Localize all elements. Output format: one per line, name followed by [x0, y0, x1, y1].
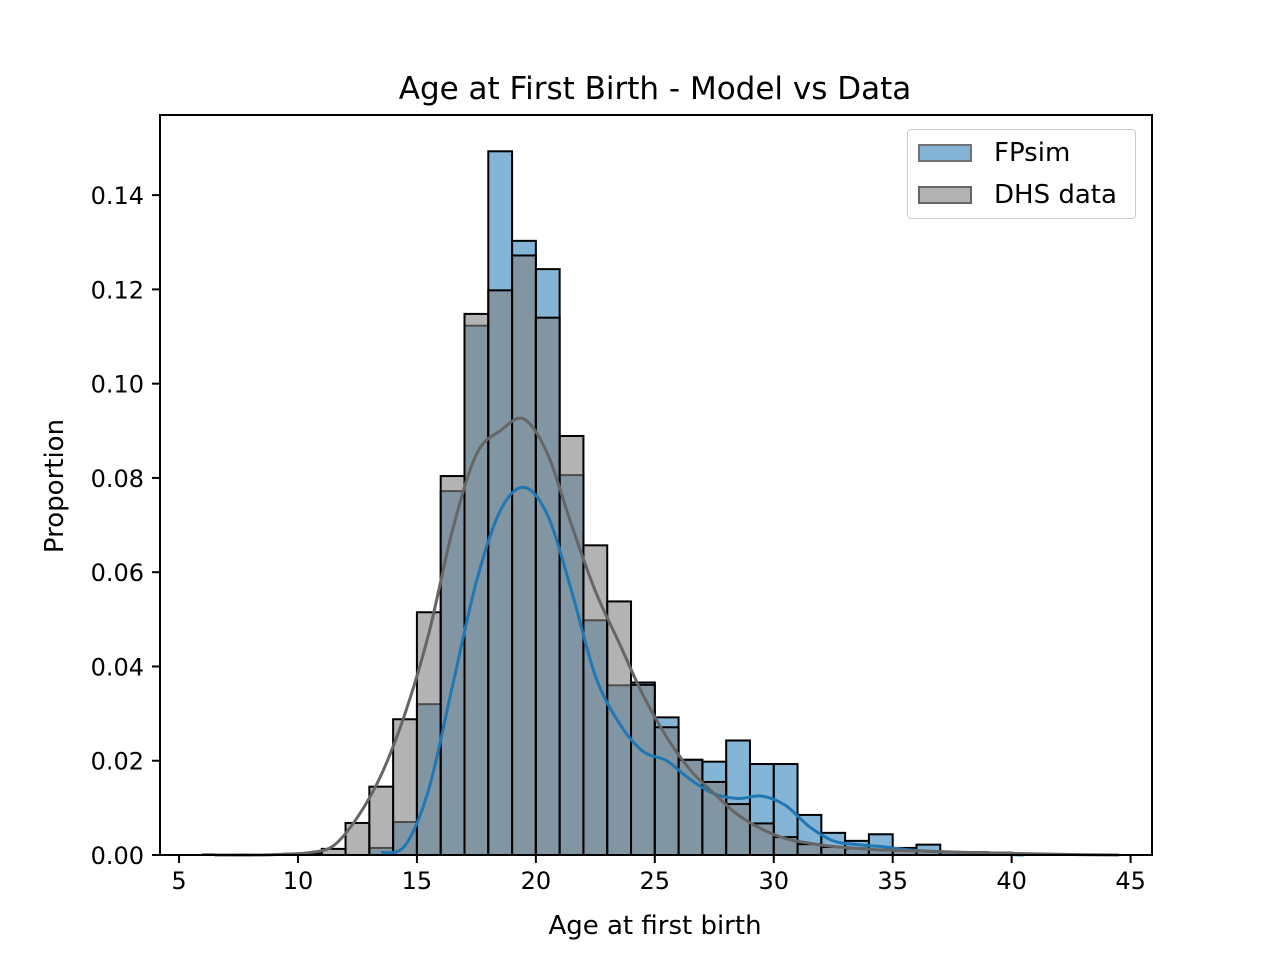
bars-layer: [203, 151, 1107, 855]
legend-item-dhs: DHS data: [918, 183, 1117, 207]
x-tick-label-30: 30: [758, 867, 789, 895]
x-tick-label-45: 45: [1115, 867, 1146, 895]
bar-dhs-20: [536, 318, 560, 855]
x-tick-label-5: 5: [171, 867, 186, 895]
x-tick-label-25: 25: [640, 867, 671, 895]
x-axis-label: Age at first birth: [548, 911, 761, 941]
y-tick-label-1: 0.02: [91, 748, 144, 776]
x-tick-label-40: 40: [996, 867, 1027, 895]
chart-title: Age at First Birth - Model vs Data: [399, 71, 912, 107]
legend-swatch-fpsim: [918, 144, 972, 162]
legend-item-fpsim: FPsim: [918, 141, 1070, 165]
x-tick-label-15: 15: [402, 867, 433, 895]
y-tick-label-5: 0.10: [91, 371, 144, 399]
bar-dhs-13: [369, 787, 393, 855]
x-tick-label-35: 35: [877, 867, 908, 895]
x-tick-label-10: 10: [283, 867, 314, 895]
y-axis-label: Proportion: [40, 419, 70, 553]
legend-label-fpsim: FPsim: [994, 138, 1070, 168]
legend-label-dhs: DHS data: [994, 180, 1117, 210]
y-tick-label-4: 0.08: [91, 465, 144, 493]
bar-dhs-18: [488, 290, 512, 855]
bar-dhs-15: [417, 612, 441, 855]
x-tick-label-20: 20: [521, 867, 552, 895]
y-tick-label-7: 0.14: [91, 182, 144, 210]
y-tick-label-2: 0.04: [91, 653, 144, 681]
y-tick-label-3: 0.06: [91, 559, 144, 587]
legend: FPsim DHS data: [907, 129, 1136, 219]
y-tick-label-0: 0.00: [91, 842, 144, 870]
y-tick-label-6: 0.12: [91, 276, 144, 304]
legend-swatch-dhs: [918, 186, 972, 204]
bar-dhs-19: [512, 255, 536, 855]
bar-dhs-28: [726, 804, 750, 855]
bar-dhs-25: [655, 727, 679, 855]
